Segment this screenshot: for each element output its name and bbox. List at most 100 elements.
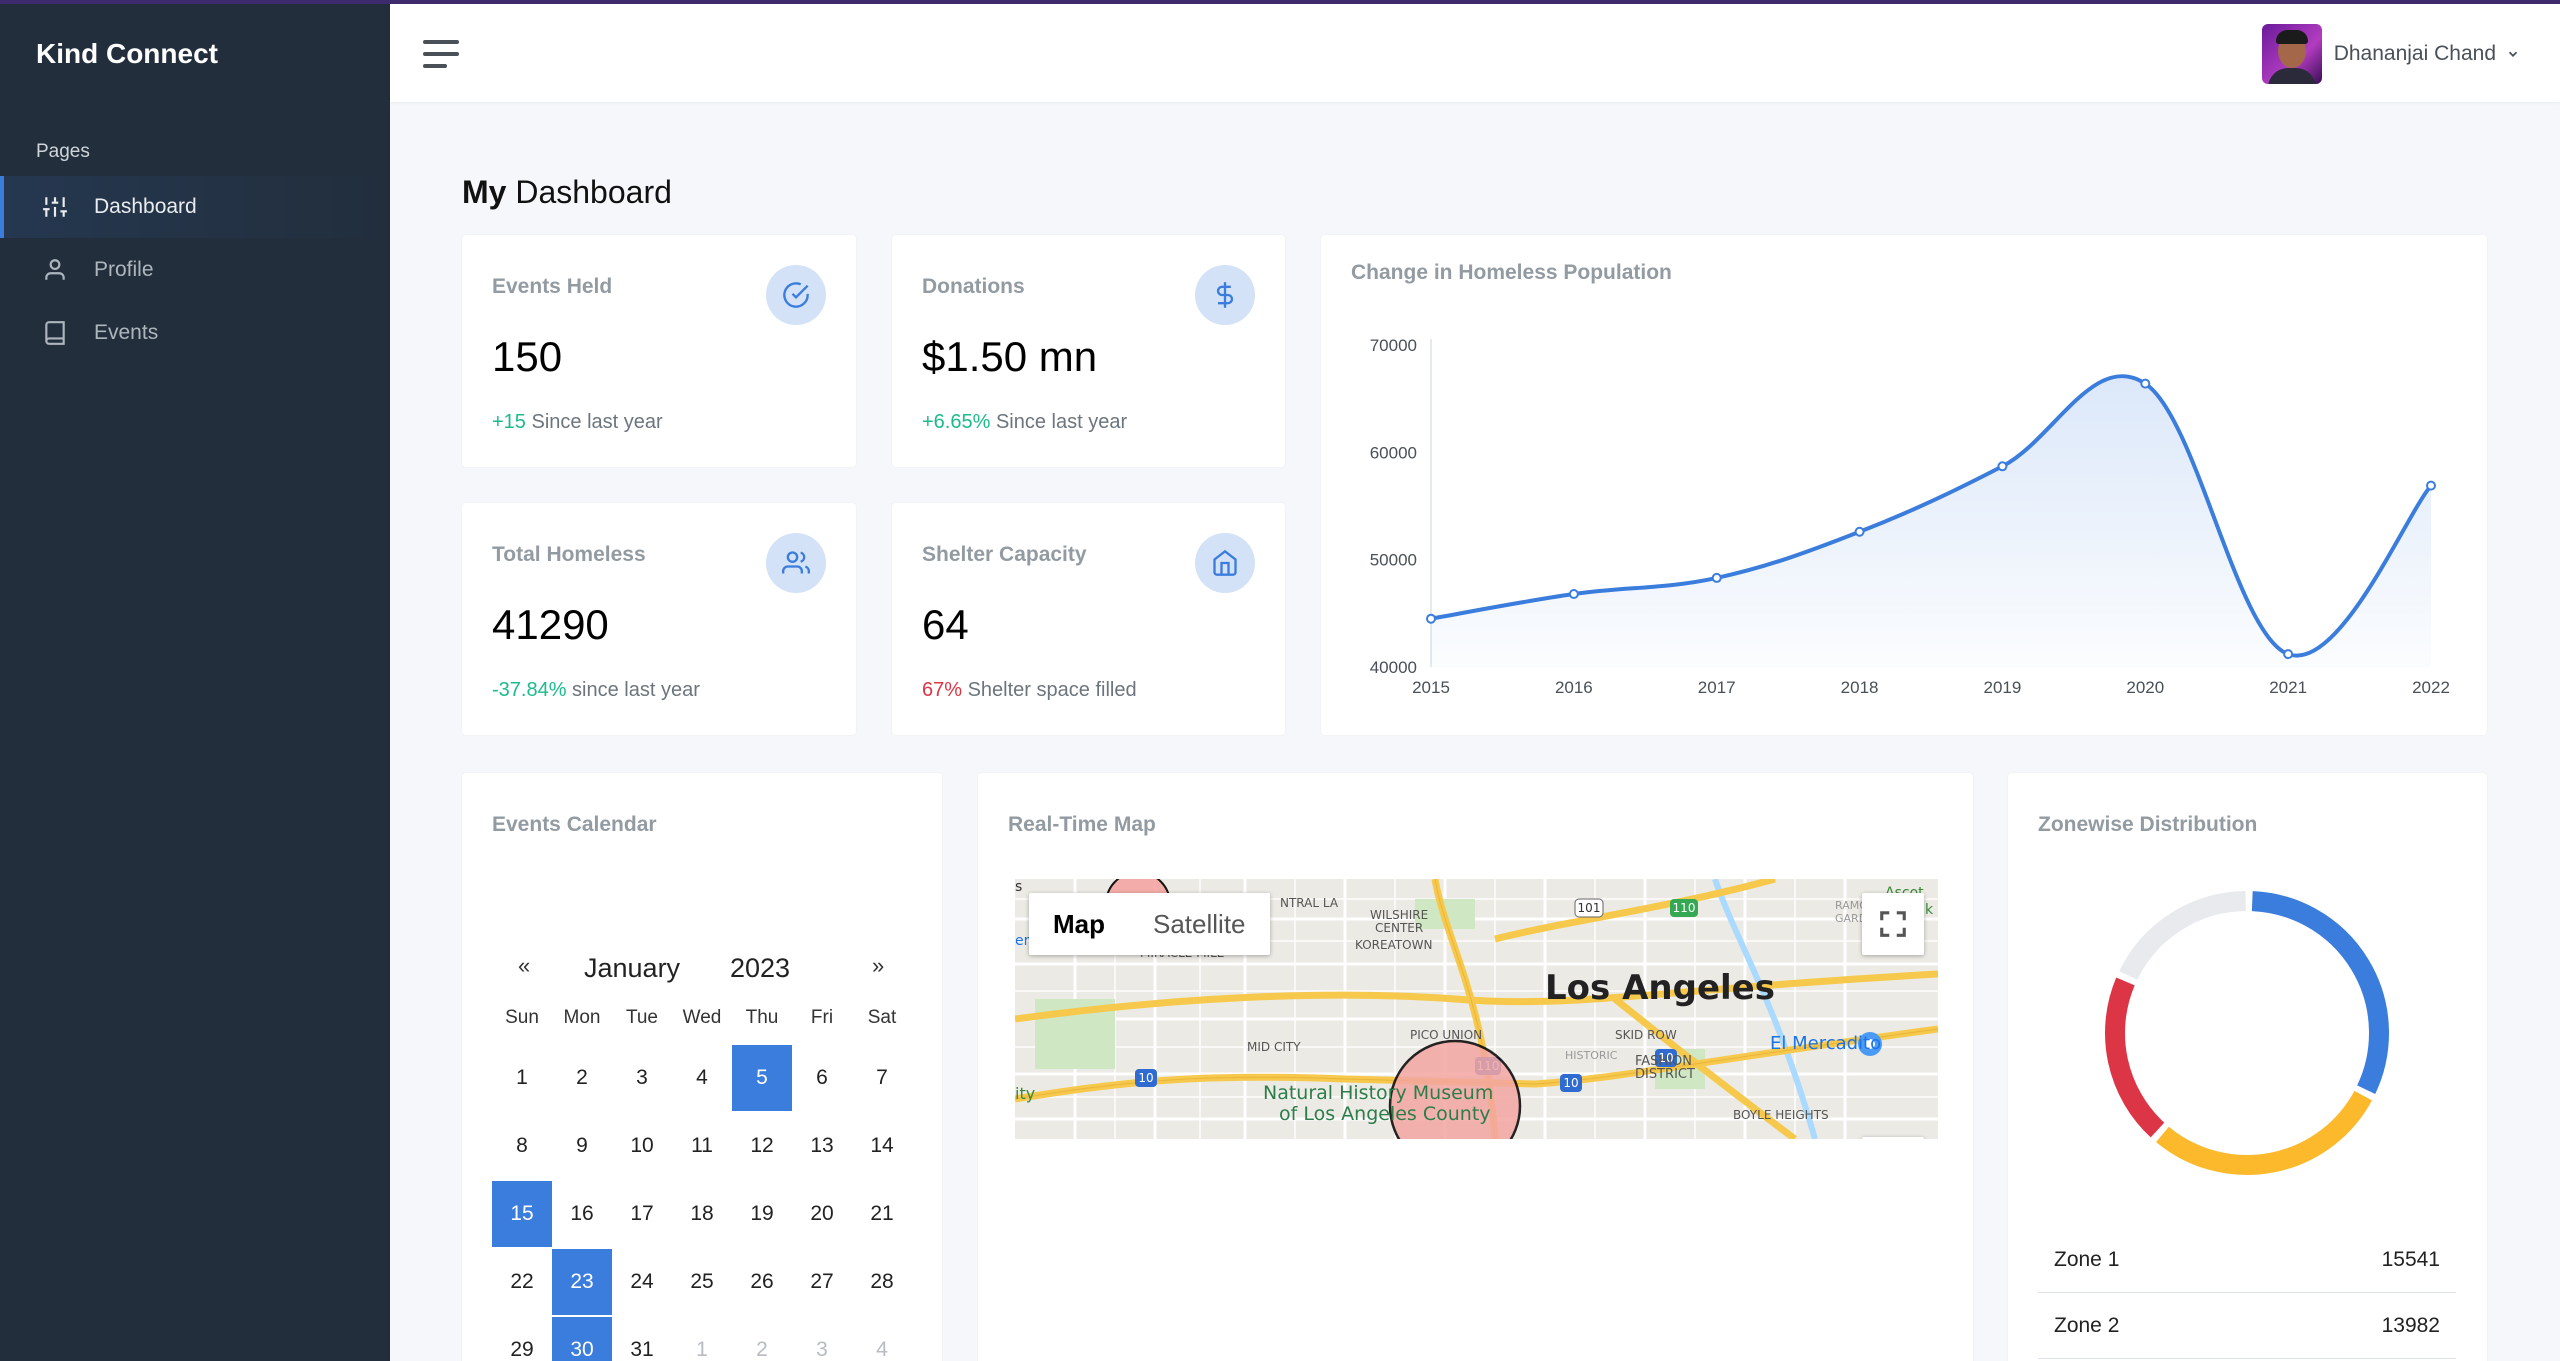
sidebar: Kind Connect Pages Dashboard Profile Eve… <box>0 0 390 1361</box>
check-circle-icon <box>766 265 826 325</box>
calendar-weekday: Wed <box>682 1007 722 1028</box>
map-label: 10 <box>1658 1051 1673 1065</box>
calendar-day[interactable]: 10 <box>630 1134 654 1157</box>
x-tick-label: 2016 <box>1555 678 1593 697</box>
dollar-icon <box>1195 265 1255 325</box>
data-point[interactable] <box>1568 589 1579 600</box>
map-label: 101 <box>1578 901 1601 915</box>
sliders-icon <box>43 197 67 217</box>
calendar-day[interactable]: 13 <box>810 1134 834 1157</box>
zone-value: 13982 <box>2381 1313 2440 1337</box>
donut-slice[interactable] <box>2119 891 2246 980</box>
chevron-down-icon <box>2508 51 2518 57</box>
calendar-day[interactable]: 21 <box>870 1202 894 1225</box>
user-menu[interactable]: Dhananjai Chand <box>2261 24 2520 84</box>
stat-value: 41290 <box>492 601 609 648</box>
card-title: Shelter Capacity <box>922 543 1087 566</box>
calendar-day[interactable]: 25 <box>690 1270 714 1293</box>
calendar-day[interactable]: 6 <box>816 1066 828 1089</box>
map-view[interactable]: 110 101 10 10 10 110 Los Angeles KOREATO… <box>1015 879 1938 1139</box>
map-type-satellite-button[interactable]: Satellite <box>1153 908 1246 939</box>
calendar-day[interactable]: 24 <box>630 1270 654 1293</box>
menu-toggle-icon[interactable] <box>423 40 459 68</box>
map-label: 10 <box>1138 1071 1153 1085</box>
calendar-prev-button[interactable]: « <box>518 953 531 978</box>
calendar-day[interactable]: 4 <box>876 1338 888 1361</box>
calendar-next-button[interactable]: » <box>872 953 885 978</box>
map-label: BOYLE HEIGHTS <box>1733 1108 1829 1122</box>
calendar-day[interactable]: 26 <box>750 1270 774 1293</box>
calendar-day[interactable]: 12 <box>750 1134 774 1157</box>
donut-slice[interactable] <box>2105 977 2165 1138</box>
zone-name: Zone 1 <box>2054 1247 2120 1271</box>
calendar-day[interactable]: 30 <box>552 1317 612 1361</box>
map-heat-circle[interactable] <box>1388 1039 1522 1139</box>
sidebar-header: Pages <box>36 141 90 162</box>
data-point[interactable] <box>1997 461 2008 472</box>
stat-subtext: +15 Since last year <box>492 411 663 433</box>
calendar-day[interactable]: 20 <box>810 1202 834 1225</box>
calendar-day[interactable]: 29 <box>510 1338 534 1361</box>
users-icon <box>766 533 826 593</box>
card-title: Events Calendar <box>492 813 657 836</box>
map-label: ity <box>1015 1084 1035 1103</box>
calendar-day[interactable]: 15 <box>492 1181 552 1247</box>
map-label: Los Angeles <box>1545 968 1775 1008</box>
y-tick-label: 60000 <box>1370 443 1417 462</box>
calendar-day[interactable]: 11 <box>691 1134 713 1157</box>
map-type-map-button[interactable]: Map <box>1053 908 1105 939</box>
calendar-month[interactable]: January <box>584 953 681 983</box>
calendar-day[interactable]: 22 <box>510 1270 534 1293</box>
calendar-day[interactable]: 1 <box>696 1338 708 1361</box>
calendar-day[interactable]: 1 <box>516 1066 528 1089</box>
calendar-day[interactable]: 2 <box>756 1338 768 1361</box>
card-real-time-map: Real-Time Map <box>978 773 1973 1361</box>
calendar-day[interactable]: 3 <box>816 1338 828 1361</box>
calendar-year[interactable]: 2023 <box>730 953 791 983</box>
brand-logo[interactable]: Kind Connect <box>36 38 218 69</box>
avatar <box>2261 24 2322 84</box>
calendar-day[interactable]: 5 <box>732 1045 792 1111</box>
calendar-day[interactable]: 19 <box>750 1202 774 1225</box>
calendar-weekday: Sat <box>867 1007 897 1028</box>
user-icon <box>45 259 65 280</box>
sidebar-item-events[interactable]: Events <box>0 302 390 364</box>
donut-slice[interactable] <box>2251 891 2389 1095</box>
x-tick-label: 2019 <box>1984 678 2022 697</box>
calendar-day[interactable]: 28 <box>870 1270 894 1293</box>
calendar-day[interactable]: 7 <box>876 1066 888 1089</box>
sidebar-item-profile[interactable]: Profile <box>0 239 390 301</box>
calendar-day[interactable]: 17 <box>630 1202 654 1225</box>
x-tick-label: 2020 <box>2126 678 2164 697</box>
sidebar-item-label: Profile <box>94 258 154 281</box>
data-point[interactable] <box>2426 480 2436 491</box>
sidebar-item-dashboard[interactable]: Dashboard <box>0 176 390 238</box>
card-title: Donations <box>922 275 1025 298</box>
calendar-day[interactable]: 18 <box>690 1202 714 1225</box>
fullscreen-icon[interactable] <box>1862 893 1924 955</box>
zonewise-donut-chart <box>2105 891 2389 1175</box>
map-label: HISTORIC <box>1565 1049 1618 1062</box>
calendar-day[interactable]: 16 <box>570 1202 594 1225</box>
pegman-icon[interactable] <box>1862 1137 1924 1139</box>
calendar-day[interactable]: 3 <box>636 1066 648 1089</box>
calendar-nav: « January 2023 » <box>462 949 932 989</box>
x-tick-label: 2015 <box>1412 678 1450 697</box>
map-label: Natural History Museum <box>1263 1082 1493 1104</box>
calendar-day[interactable]: 14 <box>870 1134 894 1157</box>
data-point[interactable] <box>2140 378 2151 389</box>
stat-card-total-homeless: Total Homeless 41290 -37.84% since last … <box>462 503 856 735</box>
data-point[interactable] <box>2283 649 2294 660</box>
data-point[interactable] <box>1711 572 1722 583</box>
calendar-day[interactable]: 31 <box>630 1338 654 1361</box>
calendar-day[interactable]: 27 <box>810 1270 834 1293</box>
calendar-day[interactable]: 2 <box>576 1066 588 1089</box>
chart-card-homeless-population: Change in Homeless Population 70000 60000… <box>1321 235 2487 735</box>
calendar-day[interactable]: 4 <box>696 1066 708 1089</box>
donut-slice[interactable] <box>2156 1090 2373 1175</box>
calendar-day[interactable]: 9 <box>576 1134 588 1157</box>
calendar-day[interactable]: 23 <box>552 1249 612 1315</box>
data-point[interactable] <box>1854 526 1865 537</box>
data-point[interactable] <box>1426 613 1436 624</box>
calendar-day[interactable]: 8 <box>516 1134 528 1157</box>
